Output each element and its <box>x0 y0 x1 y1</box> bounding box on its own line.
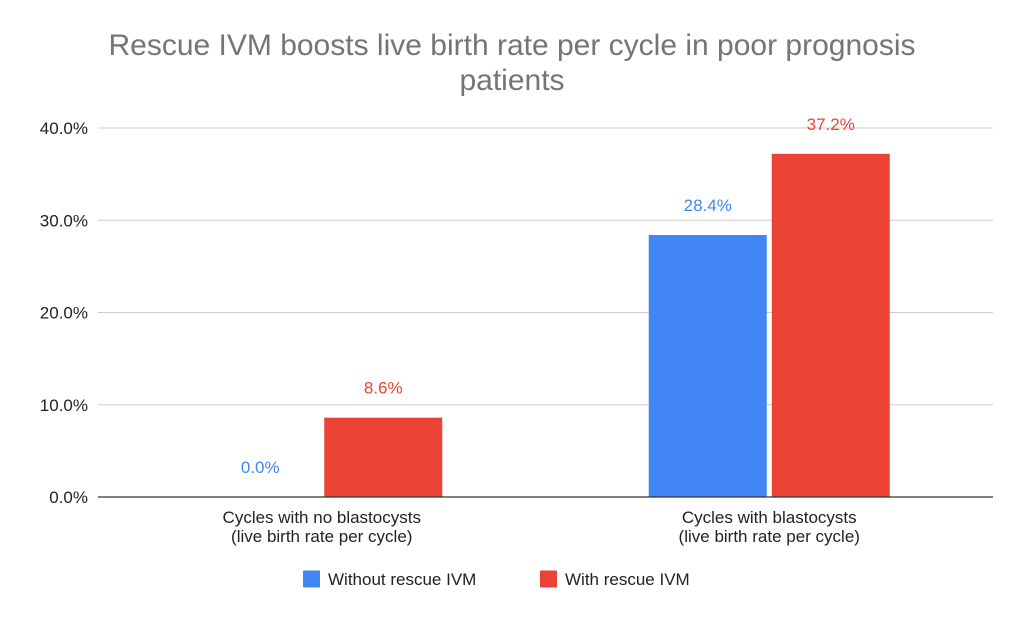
legend-label: With rescue IVM <box>565 570 690 589</box>
y-tick-label: 0.0% <box>49 488 88 507</box>
y-tick-label: 10.0% <box>40 396 88 415</box>
legend-swatch <box>303 570 320 588</box>
y-tick-label: 40.0% <box>40 119 88 138</box>
bars <box>324 153 890 497</box>
data-labels: 0.0% 8.6% 28.4% 37.2% <box>241 115 855 477</box>
x-category-label: (live birth rate per cycle) <box>231 527 412 546</box>
x-category-label: Cycles with blastocysts <box>682 508 857 527</box>
x-category-label: Cycles with no blastocysts <box>223 508 421 527</box>
y-tick-label: 20.0% <box>40 304 88 323</box>
chart-title-line: Rescue IVM boosts live birth rate per cy… <box>108 29 915 62</box>
y-tick-label: 30.0% <box>40 211 88 230</box>
bar-with-rescue-ivm <box>324 417 443 497</box>
legend: Without rescue IVM With rescue IVM <box>303 570 690 589</box>
x-category-label: (live birth rate per cycle) <box>679 527 860 546</box>
bar-with-rescue-ivm <box>771 153 890 497</box>
chart-title-line: patients <box>459 64 564 97</box>
data-label: 0.0% <box>241 458 280 477</box>
y-axis-ticks: 0.0% 10.0% 20.0% 30.0% 40.0% <box>40 119 88 507</box>
data-label: 37.2% <box>807 115 855 134</box>
legend-label: Without rescue IVM <box>328 570 476 589</box>
x-axis-categories: Cycles with no blastocysts(live birth ra… <box>223 508 860 546</box>
bar-without-rescue-ivm <box>648 235 767 497</box>
data-label: 8.6% <box>364 379 403 398</box>
chart-title: Rescue IVM boosts live birth rate per cy… <box>108 29 915 97</box>
legend-swatch <box>540 570 557 588</box>
data-label: 28.4% <box>684 196 732 215</box>
